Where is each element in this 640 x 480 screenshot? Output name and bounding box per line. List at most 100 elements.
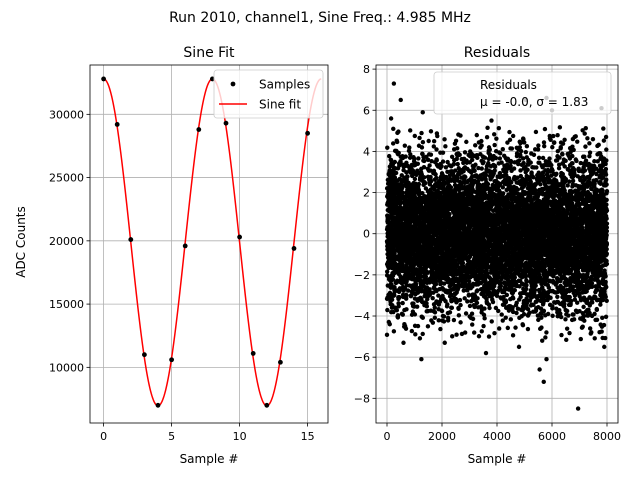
residual-point (432, 315, 438, 320)
x-tick-label: 5 (168, 430, 175, 443)
residual-point (511, 166, 517, 171)
residual-point (423, 181, 428, 186)
residual-point (390, 277, 396, 282)
residual-point (428, 179, 434, 184)
residual-point (466, 292, 472, 297)
residual-point (497, 326, 502, 331)
residual-point (426, 138, 431, 144)
residual-point (402, 143, 408, 148)
residual-point (464, 139, 469, 145)
residual-point (407, 155, 413, 160)
residual-point (504, 292, 510, 298)
residual-point (447, 211, 452, 217)
sample-point (128, 237, 134, 242)
residual-point (420, 139, 426, 145)
residual-point (428, 152, 434, 157)
residual-point (493, 155, 499, 161)
residual-point (430, 320, 436, 325)
residual-point (412, 133, 418, 139)
x-tick-label: 4000 (483, 430, 511, 443)
residual-point (475, 155, 480, 161)
y-tick-label: 6 (363, 104, 370, 117)
y-tick-label: 15000 (49, 298, 84, 311)
residual-point (416, 156, 421, 161)
residual-point (429, 159, 434, 164)
residual-point (392, 292, 397, 298)
residual-point (385, 307, 390, 313)
residual-point (479, 138, 484, 144)
residual-point (420, 315, 426, 320)
residual-point (507, 137, 513, 143)
residual-point (479, 329, 484, 334)
residual-point (395, 313, 401, 318)
sine-fit-panel: Sine Fit Sample # ADC Counts 0 5 10 1510000… (14, 45, 329, 466)
residual-point (433, 279, 439, 284)
residual-point (481, 159, 486, 165)
residual-point (423, 274, 429, 279)
residual-point (441, 314, 447, 319)
residual-point (472, 330, 477, 335)
residual-point (518, 148, 524, 154)
y-tick-label: 2 (363, 187, 370, 200)
residual-point (479, 143, 484, 148)
residual-point (453, 138, 459, 144)
residual-point (510, 333, 516, 338)
x-tick-label: 0 (100, 430, 107, 443)
residual-point (420, 331, 425, 337)
residual-point (428, 174, 433, 180)
y-tick-label: 8 (363, 63, 370, 76)
residual-point (394, 139, 400, 145)
sample-point (278, 359, 283, 365)
sample-point (142, 352, 147, 358)
plot-area (101, 76, 322, 408)
residual-point (419, 172, 424, 177)
sine-fit-xlabel: Sample # (180, 452, 239, 466)
residual-point (400, 300, 405, 306)
residual-point (512, 288, 517, 293)
residual-point (475, 296, 480, 301)
residual-point (388, 157, 394, 163)
sample-point (182, 243, 188, 249)
residual-point (414, 304, 420, 309)
residual-point (511, 296, 516, 301)
residual-point (412, 176, 418, 182)
residual-point (486, 334, 492, 339)
residual-point (434, 158, 439, 163)
x-tick-label: 6000 (538, 430, 566, 443)
residual-point (431, 139, 437, 144)
residual-point (503, 315, 508, 320)
residual-point (390, 141, 396, 146)
residual-point (440, 150, 446, 155)
residual-point (391, 329, 397, 334)
residual-point (463, 174, 468, 180)
residual-point (445, 315, 451, 321)
residual-point (448, 185, 454, 190)
residual-point (434, 175, 439, 181)
residual-point (492, 164, 498, 169)
residual-point (400, 262, 405, 267)
residual-point (419, 130, 424, 136)
residual-point (512, 275, 518, 280)
residual-point (455, 146, 460, 151)
residual-point (462, 330, 468, 335)
residual-point (409, 328, 415, 334)
residual-point (467, 303, 473, 309)
residual-point (503, 299, 509, 305)
residual-point (447, 310, 453, 315)
residual-point (403, 154, 408, 159)
legend-fit-label: Sine fit (259, 98, 301, 112)
residual-point (403, 326, 409, 331)
residual-point (510, 133, 516, 139)
residual-point (487, 305, 492, 311)
residual-point (492, 168, 497, 173)
residual-point (458, 302, 463, 308)
residual-point (474, 132, 479, 138)
residual-point (389, 282, 394, 288)
y-tick-label: 10000 (49, 361, 84, 374)
residual-point (439, 308, 445, 314)
sine-fit-title: Sine Fit (183, 45, 235, 61)
residual-point (405, 288, 411, 293)
residual-point (417, 336, 423, 341)
residual-point (462, 150, 468, 155)
